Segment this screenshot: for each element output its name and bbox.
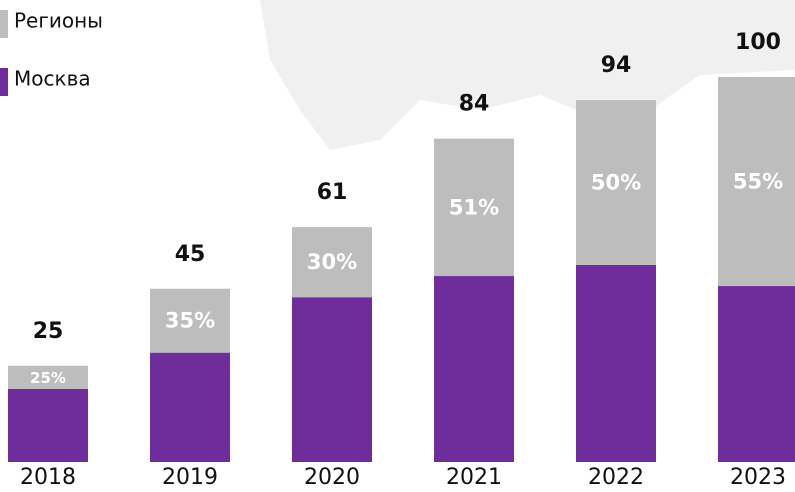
total-label: 84: [459, 92, 490, 117]
background-map: [260, 0, 795, 150]
bar-segment: [8, 388, 88, 462]
x-tick-label: 2020: [304, 465, 360, 490]
x-tick-label: 2023: [730, 465, 786, 490]
total-label: 100: [735, 30, 781, 55]
bar-segment: [718, 286, 795, 462]
bar-segment: [576, 264, 656, 462]
share-label: 50%: [591, 170, 641, 194]
share-label: 25%: [30, 369, 66, 387]
bar-segment: [434, 138, 514, 277]
share-label: 51%: [449, 195, 499, 219]
bar-segment: [576, 100, 656, 265]
total-label: 25: [33, 319, 64, 344]
x-tick-label: 2021: [446, 465, 502, 490]
legend-swatch: [0, 68, 8, 96]
bar-segment: [150, 288, 230, 353]
x-tick-label: 2019: [162, 465, 218, 490]
total-label: 94: [601, 53, 632, 78]
total-label: 61: [317, 180, 348, 205]
total-label: 45: [175, 242, 206, 267]
x-tick-label: 2022: [588, 465, 644, 490]
share-label: 30%: [307, 250, 357, 274]
bar-segment: [718, 77, 795, 287]
share-label: 55%: [733, 170, 783, 194]
legend-label: Регионы: [14, 9, 103, 33]
bar-segment: [434, 276, 514, 462]
bar-segment: [292, 297, 372, 462]
bar-segment: [292, 227, 372, 298]
bar-segment: [8, 365, 88, 389]
legend-swatch: [0, 10, 8, 38]
bar-segment: [150, 352, 230, 462]
share-label: 35%: [165, 309, 215, 333]
legend-label: Москва: [14, 67, 91, 91]
x-tick-label: 2018: [20, 465, 76, 490]
